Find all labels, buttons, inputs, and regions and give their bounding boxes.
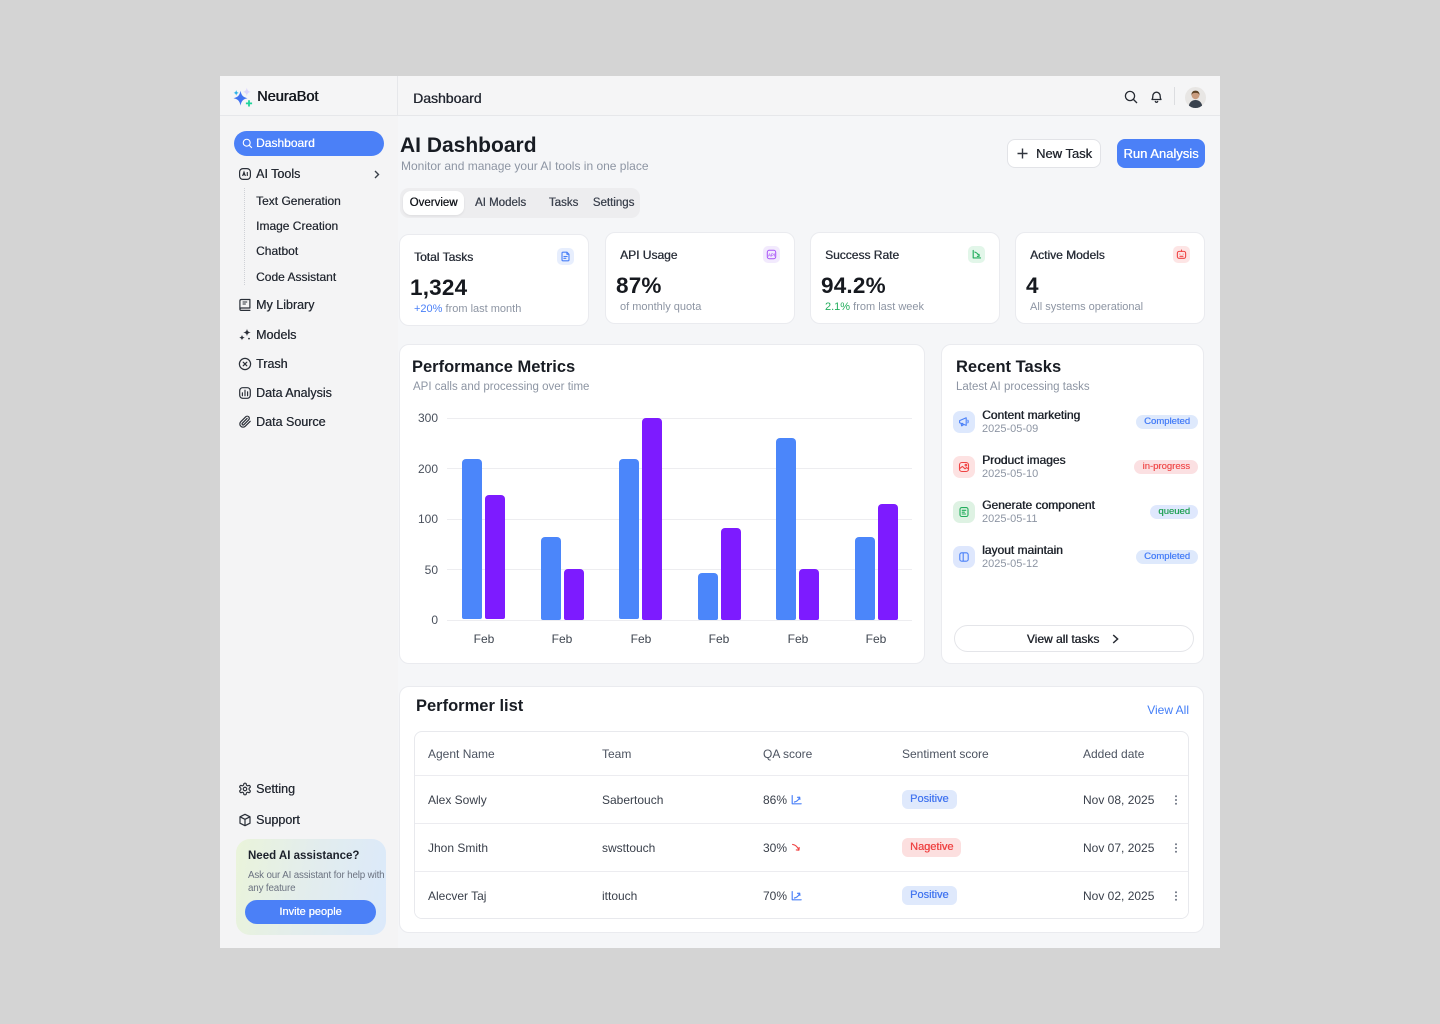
svg-text:API: API [768, 252, 775, 257]
